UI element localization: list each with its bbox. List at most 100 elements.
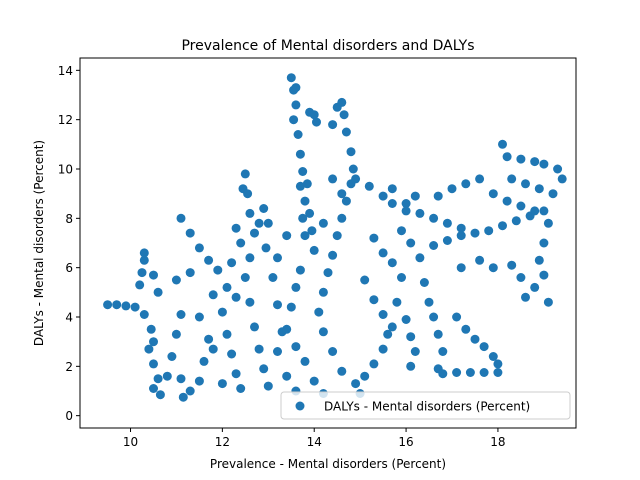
y-tick-label: 6 [65, 261, 73, 275]
scatter-point [452, 368, 462, 377]
scatter-point [553, 164, 563, 174]
scatter-point [289, 115, 299, 125]
scatter-point [516, 154, 526, 164]
scatter-point [231, 223, 241, 233]
scatter-point [456, 231, 466, 241]
scatter-point [341, 196, 351, 206]
scatter-point [401, 206, 411, 216]
scatter-point [208, 344, 218, 354]
scatter-point [369, 359, 379, 369]
scatter-point [236, 384, 246, 393]
scatter-point [516, 201, 526, 211]
chart-title: Prevalence of Mental disorders and DALYs [181, 38, 474, 54]
scatter-point [543, 218, 553, 228]
scatter-point [144, 344, 154, 354]
scatter-point [348, 164, 358, 174]
scatter-point [286, 302, 296, 312]
scatter-point [194, 312, 204, 322]
scatter-point [479, 342, 489, 352]
scatter-point [410, 347, 420, 356]
scatter-point [261, 243, 271, 253]
scatter-point [360, 371, 370, 381]
x-tick-label: 10 [123, 435, 138, 449]
scatter-point [318, 327, 328, 337]
scatter-point [488, 263, 498, 273]
scatter-point [295, 181, 305, 191]
scatter-point [539, 159, 549, 169]
scatter-point [452, 312, 462, 322]
scatter-point [231, 292, 241, 302]
scatter-point [298, 167, 308, 176]
scatter-point [337, 366, 347, 376]
scatter-point [298, 213, 308, 223]
scatter-point [204, 255, 214, 265]
scatter-point [387, 258, 397, 268]
scatter-point [121, 301, 131, 311]
scatter-point [309, 376, 319, 386]
scatter-point [162, 371, 172, 381]
scatter-point [295, 265, 305, 275]
scatter-point [254, 218, 264, 228]
scatter-point [507, 260, 517, 270]
scatter-point [146, 324, 156, 334]
scatter-point [300, 196, 310, 206]
scatter-point [461, 179, 471, 189]
scatter-point [465, 368, 475, 377]
scatter-point [259, 364, 269, 374]
scatter-point [295, 149, 305, 159]
scatter-point [199, 356, 209, 366]
scatter-point [300, 231, 310, 241]
scatter-point [475, 255, 485, 265]
y-tick-label: 2 [65, 360, 73, 374]
scatter-point [498, 221, 507, 231]
scatter-point [530, 157, 540, 167]
scatter-point [397, 226, 406, 236]
scatter-point [498, 139, 507, 149]
scatter-point [291, 282, 301, 292]
scatter-point [493, 368, 503, 377]
scatter-point [300, 356, 310, 366]
scatter-point [176, 310, 186, 319]
scatter-point [521, 292, 530, 302]
scatter-point [185, 268, 195, 278]
scatter-point [112, 300, 122, 310]
x-tick-label: 16 [398, 435, 413, 449]
scatter-point [309, 245, 319, 255]
scatter-point [346, 147, 356, 157]
y-tick-label: 12 [58, 113, 73, 127]
scatter-point [312, 117, 321, 127]
y-tick-label: 14 [58, 64, 73, 78]
scatter-point [240, 273, 250, 282]
scatter-point [429, 241, 439, 250]
scatter-point [307, 226, 317, 236]
scatter-point [328, 347, 338, 356]
scatter-point [351, 174, 361, 184]
scatter-point [227, 349, 237, 359]
scatter-point [415, 208, 425, 218]
scatter-point [309, 110, 319, 120]
scatter-point [351, 379, 361, 389]
scatter-point [488, 352, 498, 361]
scatter-point [438, 347, 448, 356]
scatter-point [185, 386, 195, 396]
scatter-point [470, 228, 480, 238]
scatter-point [475, 174, 485, 184]
scatter-point [406, 332, 416, 342]
scatter-point [176, 374, 186, 384]
scatter-point [539, 206, 549, 216]
scatter-point [273, 253, 282, 263]
scatter-point [369, 295, 379, 305]
scatter-point [217, 379, 227, 389]
scatter-point [530, 282, 540, 292]
scatter-point [364, 181, 374, 191]
scatter-point [149, 384, 158, 393]
x-tick-label: 12 [215, 435, 230, 449]
scatter-point [291, 342, 301, 352]
scatter-point [245, 208, 255, 218]
scatter-point [254, 344, 264, 354]
scatter-point [222, 329, 232, 339]
scatter-point [282, 371, 292, 381]
scatter-point [339, 110, 349, 120]
scatter-point [204, 334, 214, 344]
scatter-point [479, 368, 489, 377]
